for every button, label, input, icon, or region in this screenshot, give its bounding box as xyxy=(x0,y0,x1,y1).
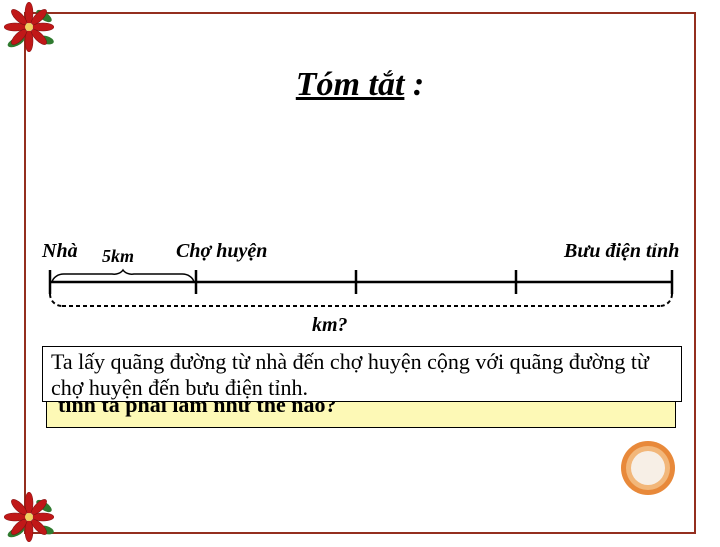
label-5km: 5km xyxy=(102,246,134,267)
answer-box: Ta lấy quãng đường từ nhà đến chợ huyện … xyxy=(42,346,682,402)
title-colon: : xyxy=(404,66,424,103)
poinsettia-bottom-left xyxy=(4,492,54,542)
answer-text: Ta lấy quãng đường từ nhà đến chợ huyện … xyxy=(51,349,649,400)
title-text: Tóm tắt xyxy=(296,66,405,103)
frame-border-bottom xyxy=(24,532,696,534)
label-km-question: km? xyxy=(312,314,348,337)
corner-circle-decor xyxy=(620,440,676,496)
poinsettia-top-left xyxy=(4,2,54,52)
label-cho-huyen: Chợ huyện xyxy=(176,240,267,263)
page-title: Tóm tắt : xyxy=(0,66,720,104)
frame-border-top xyxy=(24,12,696,14)
line-diagram xyxy=(46,268,676,316)
label-buu-dien: Bưu điện tỉnh xyxy=(564,240,679,263)
label-nha: Nhà xyxy=(42,240,78,263)
